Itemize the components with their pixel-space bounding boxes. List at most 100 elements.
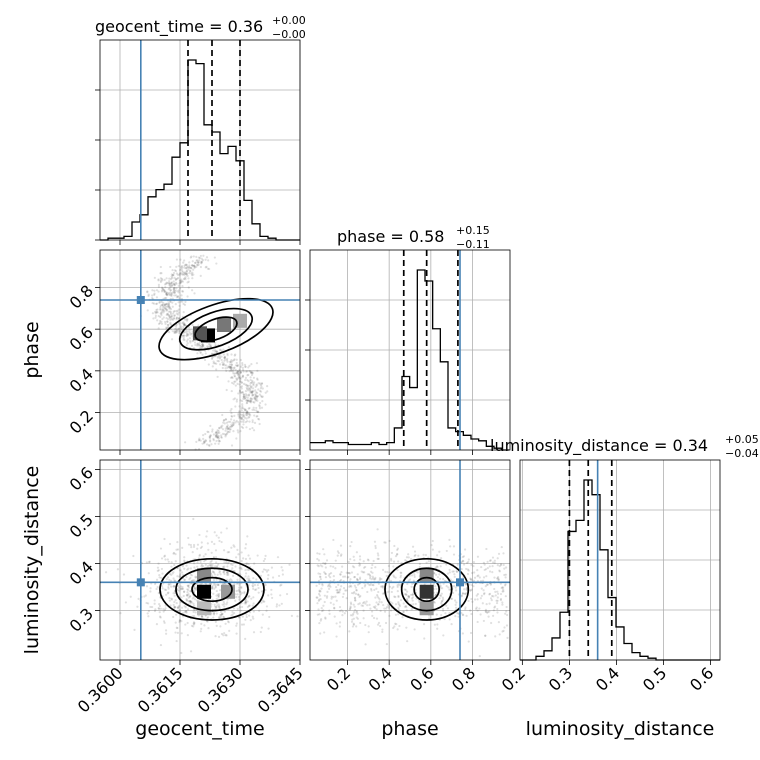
geocent-distance-sample — [189, 650, 193, 653]
phase-distance-sample — [362, 571, 365, 574]
geocent-distance-sample — [180, 587, 183, 590]
phase-distance-sample — [354, 599, 357, 602]
geocent-phase-sample — [186, 338, 189, 341]
geocent-distance-sample — [147, 572, 150, 575]
phase-distance-sample — [321, 584, 324, 587]
geocent-phase-sample — [196, 259, 199, 262]
phase-distance-sample — [403, 588, 406, 591]
geocent-phase-sample — [204, 266, 207, 269]
geocent-phase-sample — [185, 266, 188, 270]
geocent-phase-sample — [179, 271, 182, 275]
phase-distance-sample — [480, 594, 483, 597]
geocent-phase-sample — [159, 265, 162, 269]
geocent-phase-sample — [248, 427, 252, 431]
geocent-distance-sample — [212, 613, 216, 616]
phase-distance-sample — [389, 601, 392, 604]
geocent-distance-sample — [174, 552, 177, 556]
geocent-phase-sample — [179, 281, 182, 284]
phase-distance-sample — [350, 571, 354, 574]
geocent-phase-sample — [163, 290, 167, 293]
geocent-phase-sample — [215, 368, 218, 371]
geocent-distance-sample — [188, 595, 192, 598]
geocent-distance-sample — [214, 620, 217, 623]
phase-distance-sample — [461, 592, 465, 595]
geocent-distance-sample — [220, 613, 223, 617]
geocent-phase-sample — [204, 432, 207, 436]
phase-distance-sample — [323, 553, 326, 556]
geocent-phase-sample — [215, 350, 218, 353]
panel-phase-hist-grid — [310, 250, 510, 450]
geocent-phase-sample — [168, 280, 171, 283]
geocent-phase-sample — [162, 289, 165, 292]
geocent-distance-sample — [259, 574, 263, 577]
phase-distance-sample — [349, 584, 352, 587]
geocent-distance-sample — [275, 605, 278, 608]
geocent-distance-sample — [247, 554, 250, 557]
geocent-phase-sample — [236, 370, 239, 373]
geocent-phase-sample — [244, 420, 247, 424]
geocent-phase-sample — [249, 382, 252, 385]
phase-distance-sample — [366, 604, 369, 607]
geocent-phase-sample — [233, 374, 236, 378]
geocent-distance-sample — [245, 562, 249, 565]
geocent-distance-sample — [251, 604, 254, 607]
geocent-phase-sample — [163, 290, 166, 293]
phase-distance-sample — [439, 584, 442, 587]
phase-distance-sample — [410, 585, 413, 588]
geocent-phase-sample — [182, 311, 185, 314]
geocent-phase-sample — [248, 420, 251, 423]
geocent-distance-sample — [244, 600, 247, 604]
phase-distance-sample — [399, 576, 402, 579]
geocent-distance-sample — [153, 599, 156, 602]
phase-distance-sample — [355, 588, 358, 592]
geocent-phase-sample — [225, 425, 229, 428]
geocent-distance-sample — [158, 576, 161, 579]
geocent-distance-sample — [255, 578, 258, 581]
geocent-distance-sample — [164, 629, 168, 632]
geocent-phase-sample — [254, 389, 257, 392]
phase-distance-sample — [337, 591, 340, 594]
geocent-phase-sample — [168, 293, 171, 297]
geocent-phase-sample — [238, 405, 241, 408]
phase-distance-sample — [470, 563, 473, 566]
geocent-phase-sample — [237, 392, 240, 395]
geocent-phase-sample — [228, 430, 231, 433]
geocent-phase-sample — [160, 286, 164, 289]
geocent-phase-sample — [250, 391, 254, 394]
phase-distance-sample — [484, 568, 488, 571]
geocent-phase-sample — [151, 312, 154, 315]
geocent-phase-sample — [244, 376, 248, 379]
phase-distance-sample — [496, 557, 499, 560]
geocent-phase-sample — [170, 281, 174, 284]
phase-distance-sample — [435, 613, 438, 616]
geocent-phase-sample — [232, 372, 235, 375]
phase-distance-sample — [432, 582, 436, 585]
phase-distance-sample — [482, 589, 485, 592]
geocent-phase-sample — [220, 358, 223, 362]
phase-distance-sample — [456, 611, 459, 614]
geocent-distance-sample — [244, 572, 248, 575]
phase-distance-sample — [462, 563, 466, 566]
geocent-phase-sample — [209, 424, 212, 427]
phase-distance-sample — [434, 566, 437, 569]
phase-distance-sample — [410, 574, 414, 577]
geocent-distance-sample — [223, 605, 226, 608]
geocent-phase-sample — [209, 345, 213, 348]
geocent-phase-sample — [199, 274, 202, 277]
geocent-phase-sample — [245, 399, 248, 402]
geocent-distance-sample — [174, 631, 177, 634]
geocent-distance-sample — [240, 586, 243, 590]
phase-distance-sample — [460, 567, 463, 571]
geocent-phase-sample — [255, 410, 259, 413]
geocent-phase-sample — [204, 258, 207, 261]
geocent-phase-sample — [238, 370, 241, 373]
geocent-distance-sample — [189, 590, 192, 593]
geocent-distance-sample — [190, 545, 193, 549]
geocent-phase-sample — [157, 279, 160, 282]
geocent-distance-sample — [172, 592, 175, 595]
phase-distance-sample — [461, 555, 464, 559]
phase-distance-sample — [363, 571, 366, 574]
geocent-phase-sample — [161, 287, 165, 291]
geocent-distance-sample — [191, 615, 194, 618]
geocent-phase-sample — [260, 406, 264, 409]
